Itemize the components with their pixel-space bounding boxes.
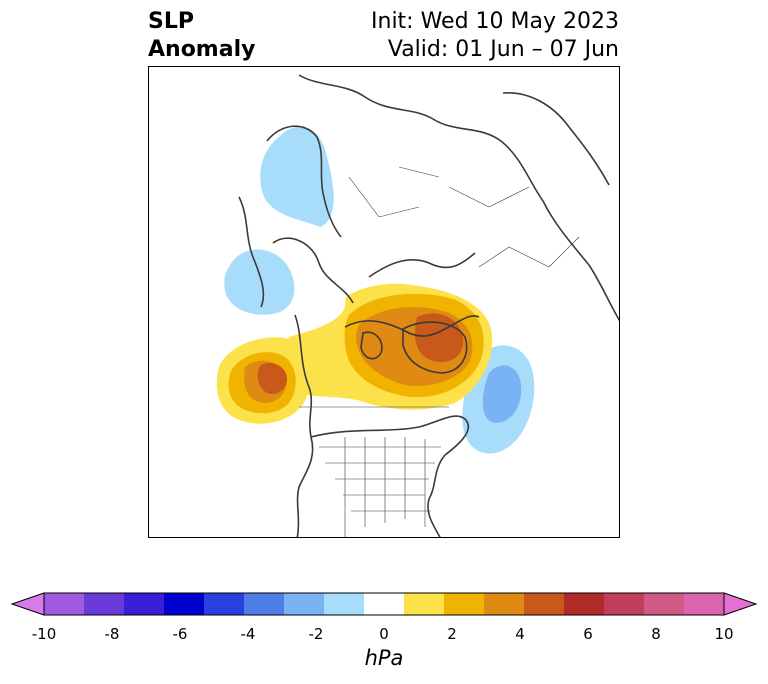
date-info: Init: Wed 10 May 2023 Valid: 01 Jun – 07…	[371, 8, 619, 64]
positive-anomaly-arctic-greenland	[286, 283, 493, 410]
colorbar	[10, 592, 758, 626]
colorbar-extend-min	[10, 592, 45, 616]
colorbar-tick-label: 8	[651, 625, 661, 643]
coastlines	[238, 74, 619, 537]
colorbar-cell	[324, 593, 365, 615]
colorbar-tick-label: 0	[379, 625, 389, 643]
colorbar-cell	[84, 593, 125, 615]
colorbar-tick-label: -6	[172, 625, 188, 643]
negative-anomaly-bering-sea	[224, 249, 295, 315]
colorbar-extend-max	[723, 592, 758, 616]
colorbar-tick-label: -4	[240, 625, 256, 643]
colorbar-cell	[364, 593, 405, 615]
colorbar-tick-label: 2	[447, 625, 457, 643]
colorbar-cell	[644, 593, 685, 615]
colorbar-cell	[44, 593, 85, 615]
colorbar-cell	[444, 593, 485, 615]
colorbar-tick-label: 6	[583, 625, 593, 643]
title-line-2: Anomaly	[148, 37, 256, 62]
colorbar-tick-label: 10	[714, 625, 734, 643]
colorbar-cell	[204, 593, 245, 615]
colorbar-tick-label: -2	[308, 625, 324, 643]
colorbar-tick-label: 4	[515, 625, 525, 643]
anomaly-map	[148, 66, 620, 538]
chart-title: SLP Anomaly	[148, 8, 255, 64]
colorbar-cell	[244, 593, 285, 615]
colorbar-cell	[484, 593, 525, 615]
colorbar-cell	[164, 593, 205, 615]
colorbar-tick-label: -8	[104, 625, 120, 643]
valid-range: Valid: 01 Jun – 07 Jun	[387, 37, 619, 62]
colorbar-cell	[524, 593, 565, 615]
colorbar-cell	[604, 593, 645, 615]
colorbar-cell	[564, 593, 605, 615]
positive-anomaly-ne-pacific	[216, 337, 311, 424]
colorbar-cell	[404, 593, 445, 615]
init-date: Init: Wed 10 May 2023	[371, 9, 619, 34]
colorbar-cell	[684, 593, 725, 615]
negative-anomaly-scandinavia	[260, 126, 334, 227]
colorbar-cell	[124, 593, 165, 615]
title-line-1: SLP	[148, 9, 194, 34]
colorbar-tick-label: -10	[31, 625, 57, 643]
country-borders	[299, 166, 580, 537]
colorbar-cell	[284, 593, 325, 615]
colorbar-unit-label: hPa	[364, 646, 404, 670]
